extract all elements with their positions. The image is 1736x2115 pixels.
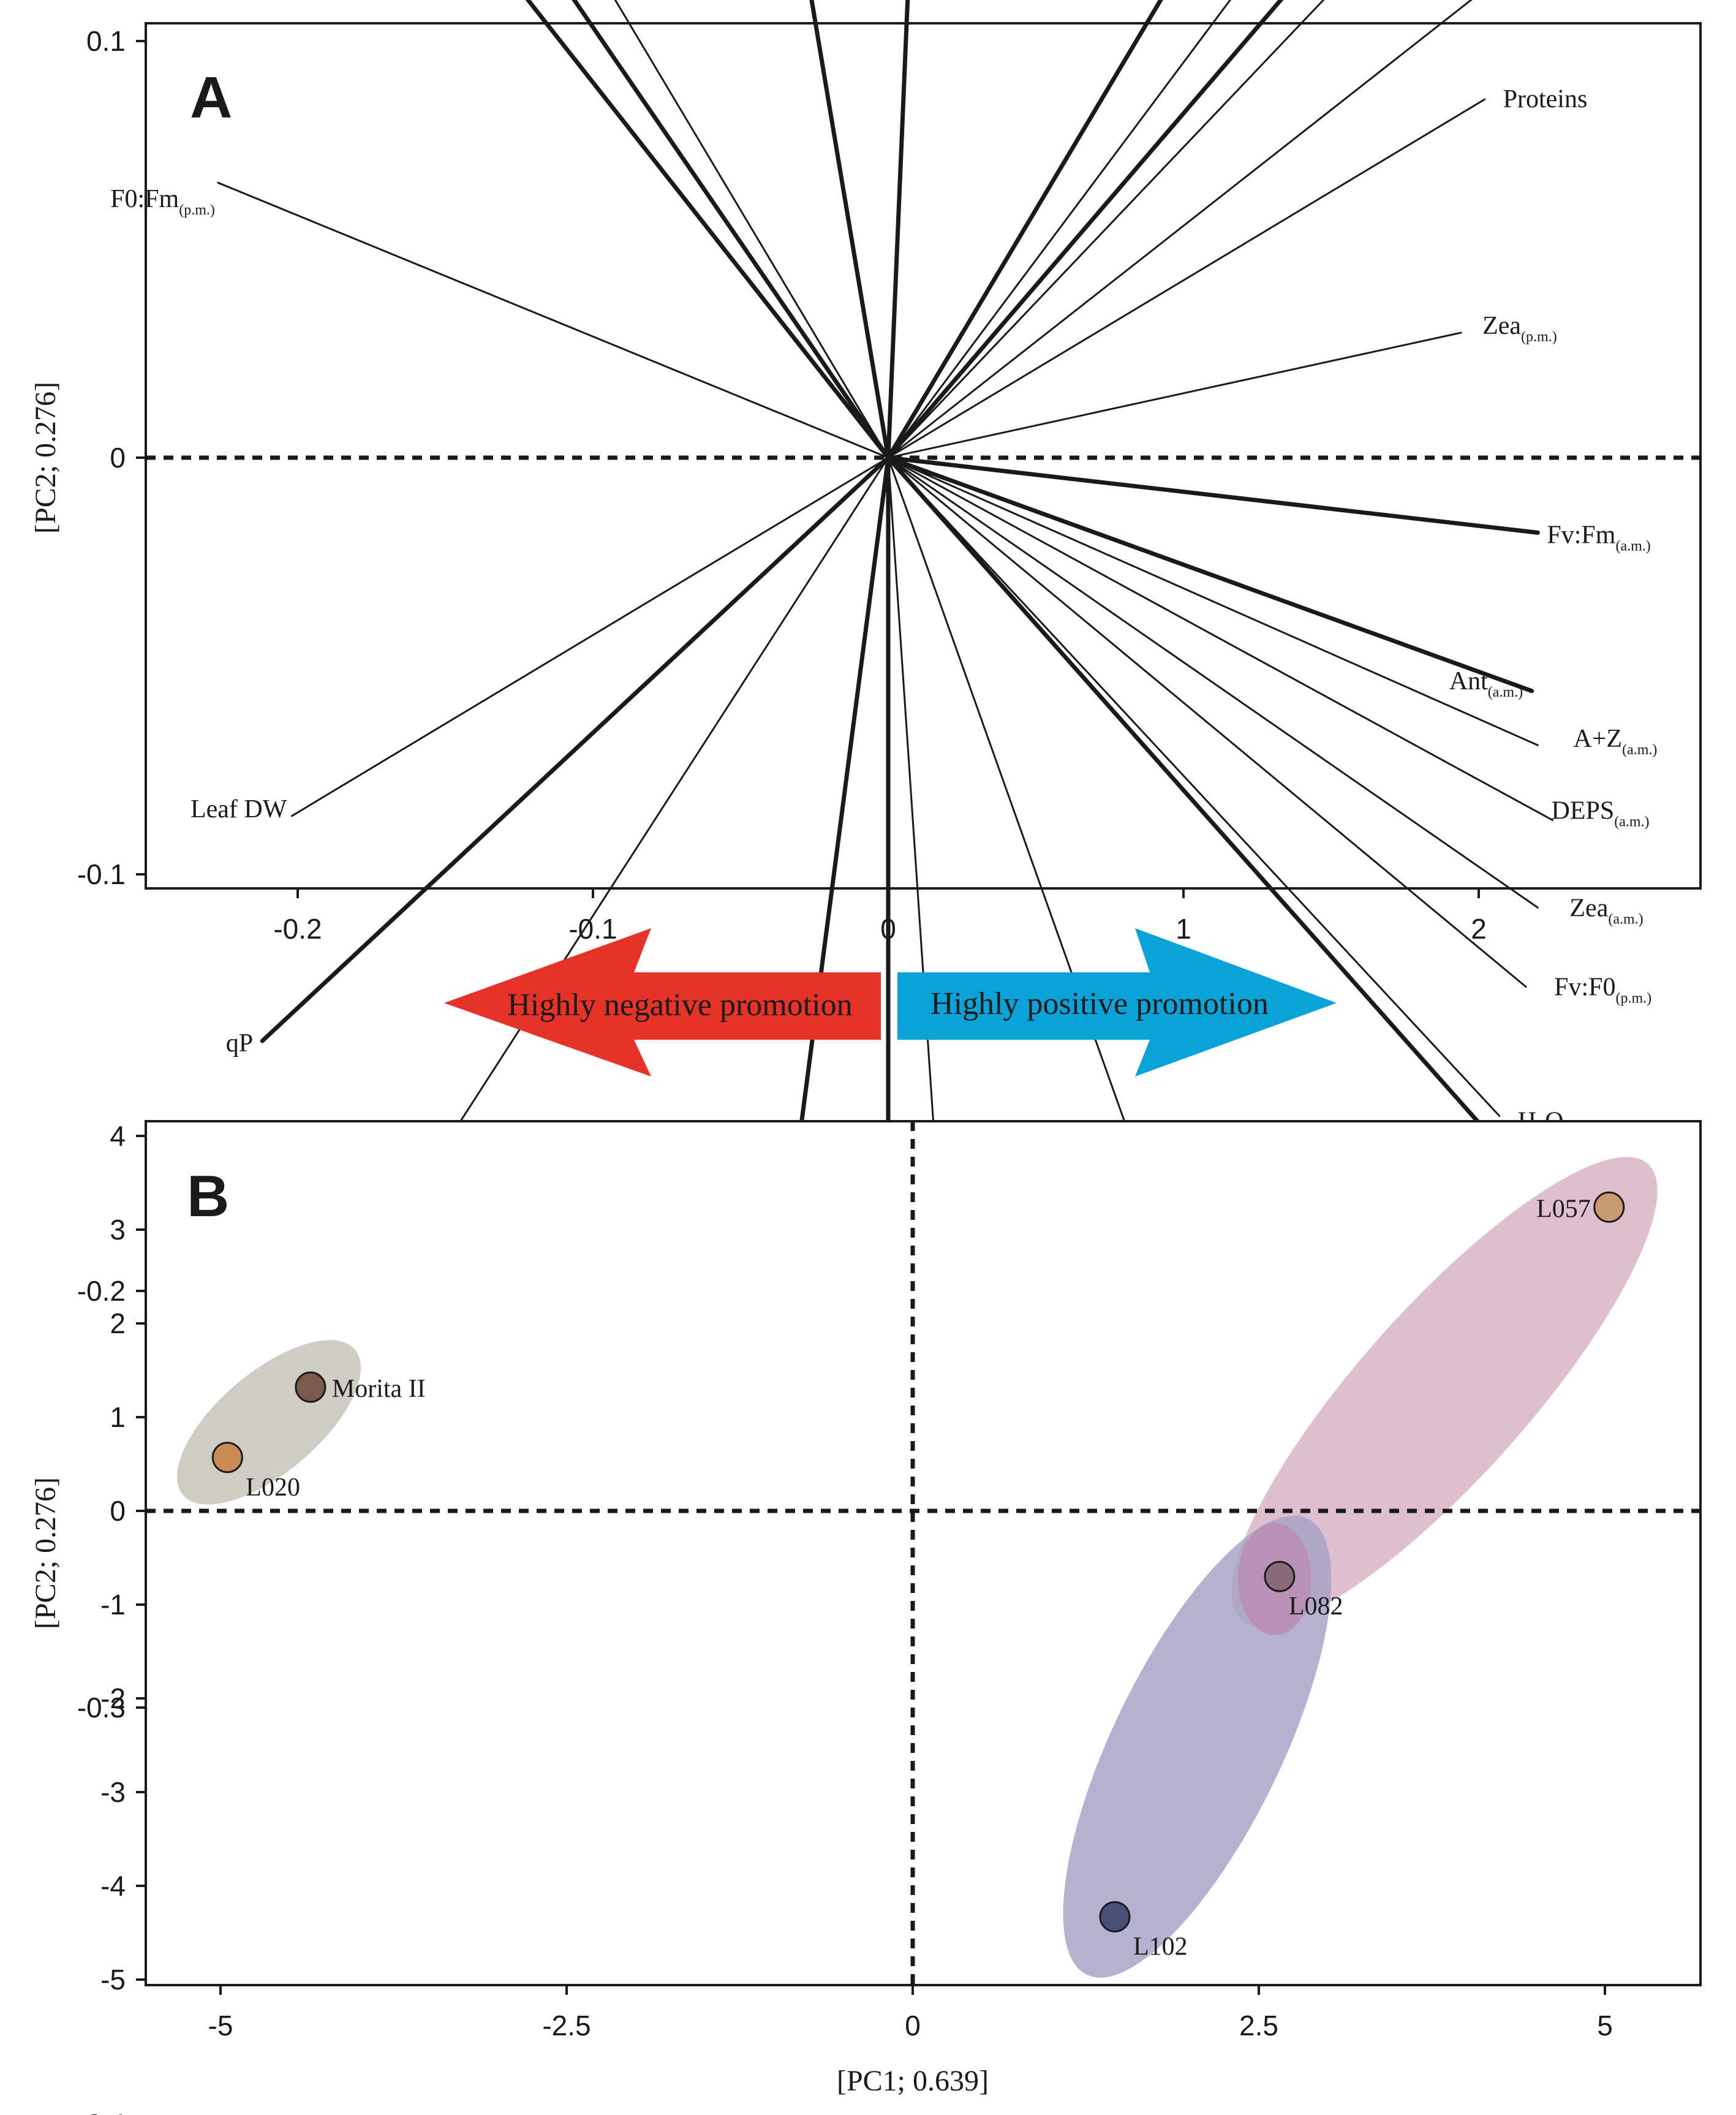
loading-label: Fv:F0(p.m.) (1554, 974, 1651, 1007)
panel-a-y-tick-label: -0.3 (77, 1692, 126, 1723)
loading-vector (887, 0, 1325, 459)
loading-vector (887, 98, 1486, 459)
point-label: L082 (1289, 1592, 1343, 1621)
panel-a-y-ticks: 0.40.30.20.10-0.1-0.2-0.3-0.4 (77, 25, 146, 2115)
panel-b-x-tick-label: -2.5 (542, 2010, 591, 2041)
panel-b-y-tick-label: 1 (110, 1401, 126, 1433)
loading-vector (886, 0, 910, 460)
panel-b-letter: B (187, 1163, 229, 1229)
loading-vector (887, 456, 1539, 746)
loading-vector (886, 0, 1284, 460)
data-point (295, 1371, 326, 1403)
loading-vector (887, 456, 1527, 988)
panel-a-x-ticks: -0.2-0.1012 (273, 888, 1487, 945)
panel-b-x-tick-label: -5 (208, 2010, 233, 2041)
panel-b-y-tick-label: -4 (100, 1870, 126, 1902)
point-label: L057 (1536, 1195, 1591, 1223)
positive-promotion-label: Highly positive promotion (930, 986, 1269, 1021)
loading-vector (614, 0, 889, 459)
panel-b-y-tick-label: -1 (100, 1589, 126, 1621)
panel-a-x-tick-label: -0.1 (568, 913, 617, 945)
positive-promotion-arrow (897, 928, 1337, 1076)
panel-b-x-tick-label: 5 (1597, 2010, 1613, 2041)
panel-a-y-tick-label: -0.2 (77, 1275, 126, 1307)
panel-a-y-tick-label: 0.1 (86, 25, 126, 57)
loading-vector (886, 455, 1490, 1135)
promotion-arrows: Highly negative promotion Highly positiv… (444, 928, 1337, 1076)
loading-label: A+Z(a.m.) (1573, 725, 1657, 758)
panel-b-y-title: [PC2; 0.276] (29, 1477, 62, 1629)
point-label: L102 (1133, 1932, 1188, 1961)
loading-label: Proteins (1503, 85, 1588, 113)
point-label: L020 (246, 1474, 300, 1502)
loading-vector (412, 456, 889, 1197)
loading-vector (887, 0, 1232, 459)
panel-b-y-tick-label: -5 (100, 1964, 126, 1996)
panel-b-y-tick-label: 3 (110, 1214, 126, 1246)
panel-b-x-ticks: -5 -2.5 0 2.5 5 (208, 1985, 1613, 2041)
loading-vector (887, 456, 1539, 909)
loading-vector (887, 331, 1462, 459)
loading-vector (260, 455, 891, 1043)
panel-a-frame (145, 22, 1702, 890)
loading-vector (525, 0, 891, 460)
loading-vector (887, 456, 1501, 1117)
point-label: Morita II (332, 1375, 426, 1403)
loading-vector (887, 0, 1473, 459)
panel-b-x-title: [PC1; 0.639] (837, 2065, 989, 2097)
panel-a-y-tick-label: -0.4 (77, 2108, 126, 2115)
panel-a-y-title: [PC2; 0.276] (29, 382, 62, 534)
panel-b-y-tick-label: 4 (110, 1120, 126, 1152)
panel-a-y-tick-label: -0.1 (77, 858, 126, 890)
panel-b-x-tick-label: 0 (905, 2010, 921, 2041)
loading-vector (887, 456, 1553, 822)
panel-a-y-tick-label: 0 (110, 442, 126, 474)
panel-a-letter: A (190, 65, 232, 131)
loading-label: DEPS(a.m.) (1552, 797, 1650, 830)
panel-a-x-tick-label: 1 (1176, 913, 1191, 945)
loading-label: Leaf DW (191, 795, 287, 823)
panel-b-y-ticks: 4 3 2 1 0 -1 -2 -3 -4 -5 (100, 1120, 146, 1996)
loading-vector (572, 0, 891, 460)
loading-vector (217, 181, 889, 459)
loading-label: Zea(p.m.) (1482, 312, 1557, 345)
panel-a: A 0.40.30.20.10-0.1-0.2-0.3-0.4 -0.2-0.1… (29, 0, 1702, 2115)
data-point (211, 1442, 243, 1474)
panel-a-x-tick-label: 2 (1471, 913, 1487, 945)
negative-promotion-arrow (444, 928, 881, 1076)
loading-label: F0:Fm(p.m.) (110, 185, 215, 218)
loading-label: qP (226, 1029, 253, 1058)
loading-vector (290, 456, 889, 817)
loading-vector (886, 0, 1163, 460)
panel-b-points: Morita II L020 L057 L082 L102 (211, 1191, 1625, 1961)
loading-vector (809, 0, 891, 460)
panel-b-y-tick-label: 0 (110, 1495, 126, 1527)
loading-vector (886, 455, 1540, 535)
panel-b-y-tick-label: -3 (100, 1776, 126, 1808)
panel-b-frame (145, 1120, 1702, 1986)
panel-b-y-tick-label: -2 (100, 1682, 126, 1714)
loading-label: Zea(a.m.) (1569, 894, 1643, 927)
data-point (1593, 1191, 1625, 1223)
data-point (1099, 1901, 1131, 1932)
loading-label: Fv:Fm(a.m.) (1547, 521, 1650, 554)
panel-b-x-tick-label: 2.5 (1239, 2010, 1278, 2041)
panel-b: B 4 3 2 1 0 -1 -2 -3 -4 -5 -5 -2.5 0 2.5 5 Morita II L… (29, 1120, 1702, 2097)
data-point (1264, 1561, 1296, 1592)
panel-b-y-tick-label: 2 (110, 1307, 126, 1339)
panel-a-x-tick-label: -0.2 (273, 913, 322, 945)
negative-promotion-label: Highly negative promotion (507, 988, 852, 1023)
loading-label: Ant(a.m.) (1449, 667, 1523, 700)
loading-vector (886, 455, 1534, 694)
